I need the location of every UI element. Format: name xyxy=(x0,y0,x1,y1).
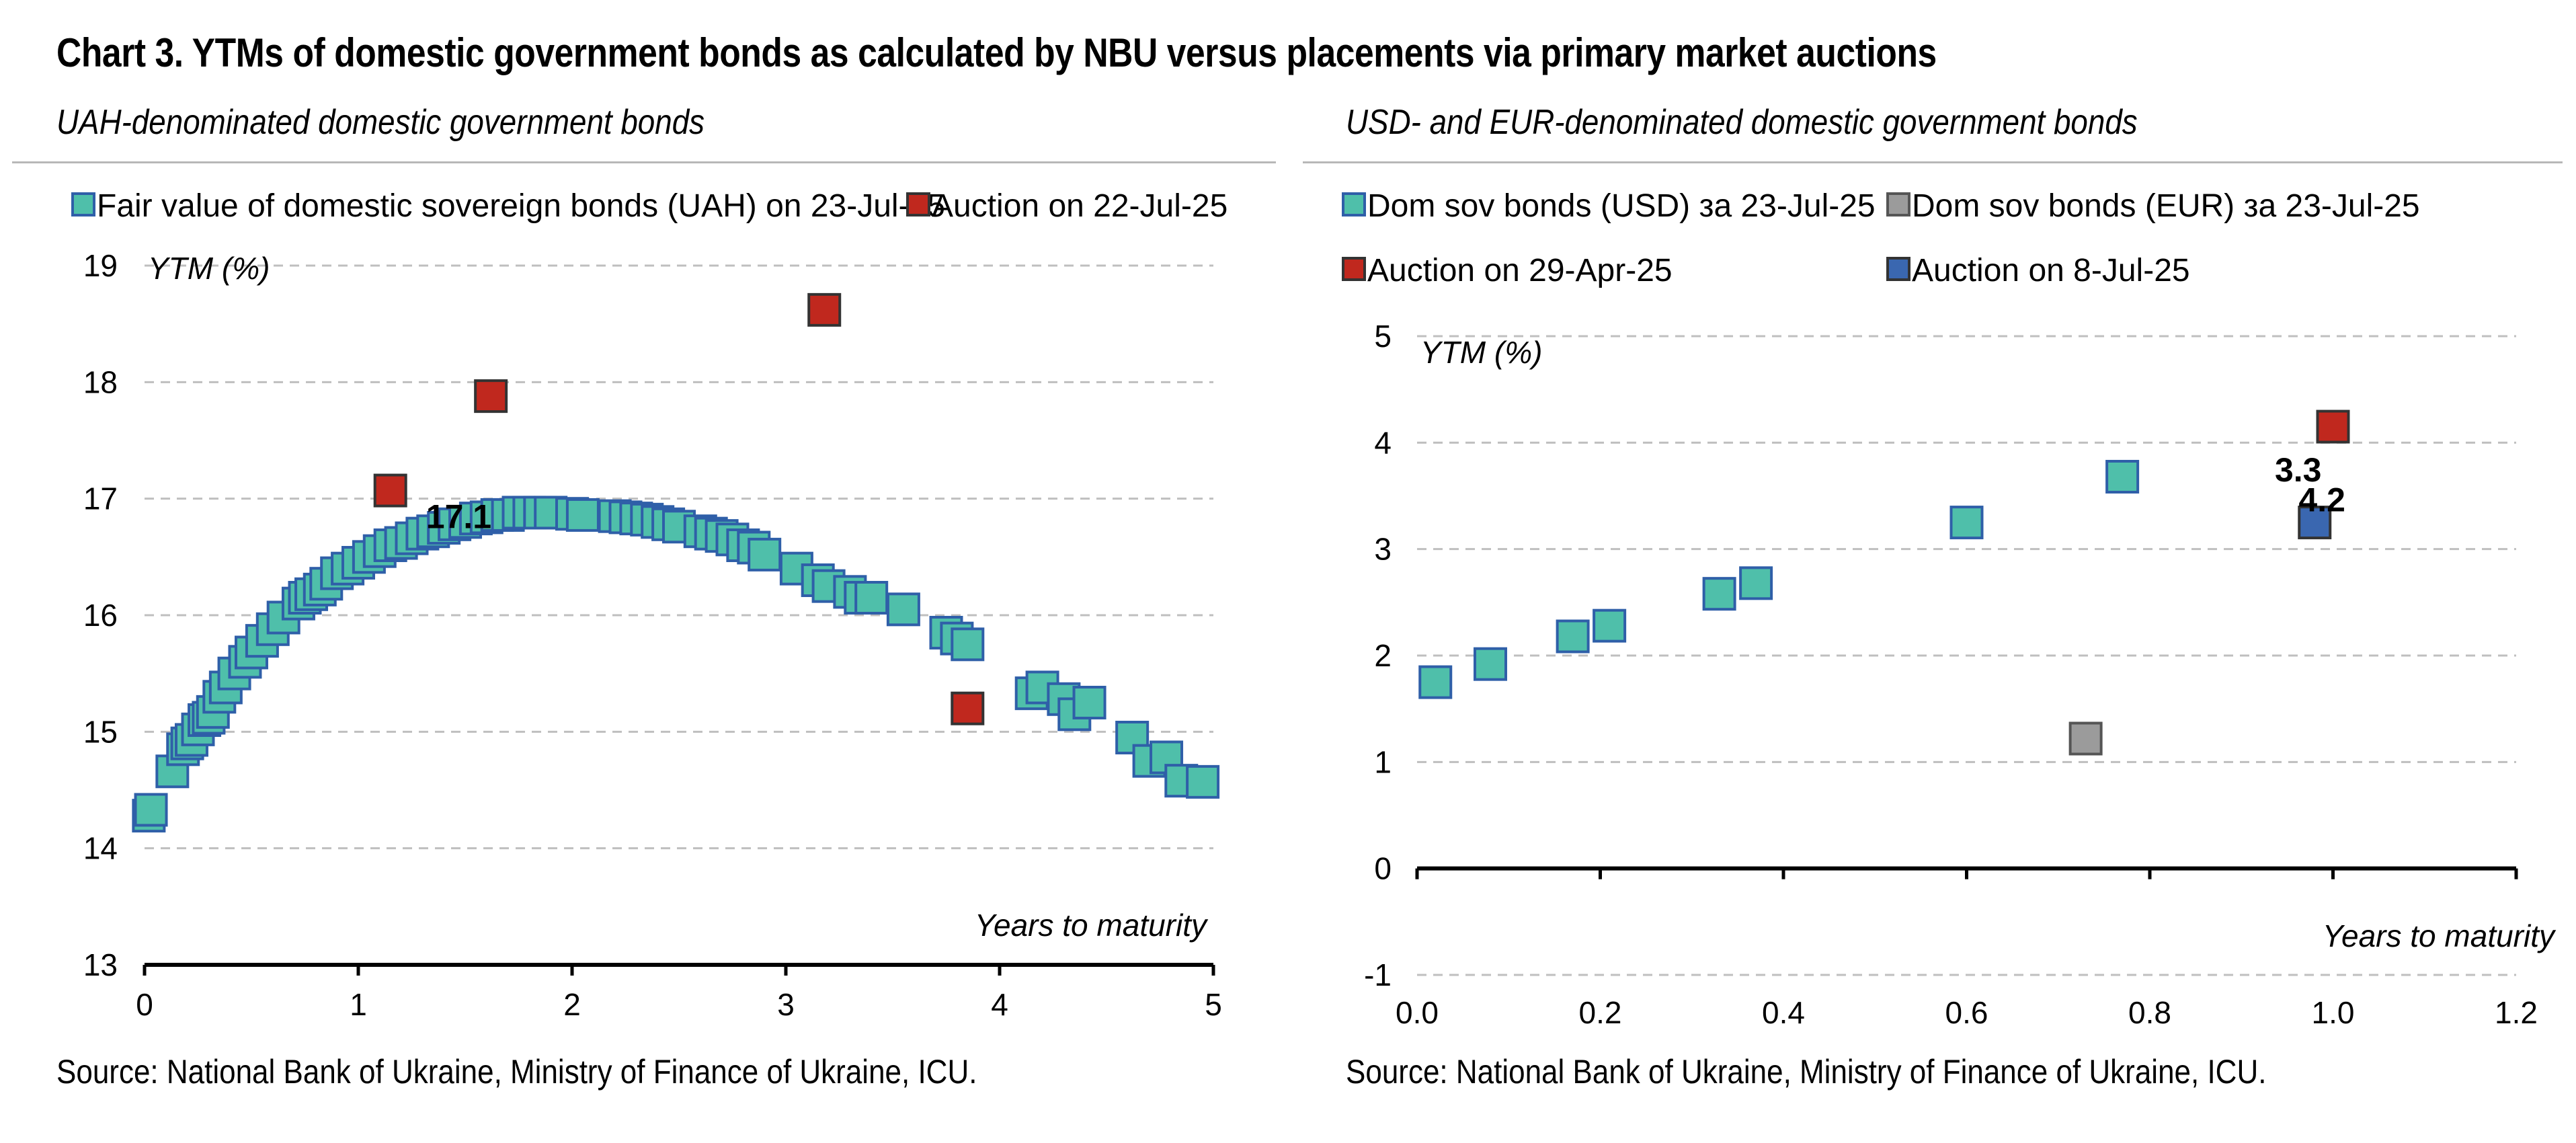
left-panel-subtitle: UAH-denominated domestic government bond… xyxy=(56,103,705,142)
uah-x-tick-label: 4 xyxy=(991,987,1008,1022)
fx-y-axis-title: YTM (%) xyxy=(1420,335,1542,370)
right-panel-rule xyxy=(1303,161,2563,163)
fx-x-tick-label: 0.8 xyxy=(2128,995,2171,1030)
uah-y-tick-label: 13 xyxy=(83,947,118,982)
uah-point-teal xyxy=(748,537,782,572)
uah-x-tick-label: 1 xyxy=(350,987,367,1022)
fx-x-tick-label: 0.0 xyxy=(1396,995,1439,1030)
fx-x-tick-label: 0.2 xyxy=(1579,995,1622,1030)
uah-point-red xyxy=(373,473,407,508)
uah-point-red xyxy=(951,691,985,725)
fx-legend-label: Auction on 29-Apr-25 xyxy=(1367,253,1673,288)
uah-point-teal xyxy=(951,627,985,662)
uah-y-tick-label: 19 xyxy=(83,248,118,283)
fx-point-teal xyxy=(2105,460,2140,494)
uah-legend-swatch xyxy=(906,192,930,216)
fx-y-tick-label: -1 xyxy=(1364,957,1392,992)
uah-point-red xyxy=(474,379,508,413)
uah-y-tick-label: 17 xyxy=(83,481,118,516)
fx-y-tick-label: 4 xyxy=(1374,425,1392,460)
fx-point-teal xyxy=(1418,665,1453,699)
fx-y-tick-label: 0 xyxy=(1374,851,1392,886)
left-panel-rule xyxy=(12,161,1276,163)
fx-point-blue xyxy=(2298,506,2332,540)
fx-y-tick-label: 1 xyxy=(1374,744,1392,779)
fx-point-grey xyxy=(2068,721,2103,756)
uah-y-axis-title: YTM (%) xyxy=(148,251,270,286)
fx-point-teal xyxy=(1702,577,1736,611)
uah-point-teal xyxy=(155,754,190,789)
uah-point-teal xyxy=(1186,764,1220,799)
uah-point-red xyxy=(807,292,842,327)
uah-x-tick-label: 5 xyxy=(1205,987,1222,1022)
fx-x-tick-label: 1.2 xyxy=(2495,995,2538,1030)
fx-point-teal xyxy=(1739,566,1773,600)
right-source-note: Source: National Bank of Ukraine, Minist… xyxy=(1346,1053,2267,1091)
fx-legend-swatch xyxy=(1886,192,1910,216)
uah-x-tick-label: 0 xyxy=(136,987,153,1022)
fx-legend-swatch xyxy=(1886,257,1910,281)
fx-data-label: 4.2 xyxy=(2298,481,2345,518)
fx-point-teal xyxy=(1556,619,1590,654)
fx-y-tick-label: 2 xyxy=(1374,638,1392,673)
fx-x-tick-label: 0.4 xyxy=(1762,995,1805,1030)
uah-x-axis-title: Years to maturity xyxy=(975,908,1209,943)
left-source-note: Source: National Bank of Ukraine, Minist… xyxy=(56,1053,977,1091)
uah-point-teal xyxy=(886,592,920,627)
fx-point-red xyxy=(2316,409,2350,444)
fx-point-teal xyxy=(1593,608,1627,643)
fx-legend-label: Auction on 8-Jul-25 xyxy=(1912,253,2190,288)
fx-point-teal xyxy=(1949,506,1984,540)
fx-point-teal xyxy=(1474,647,1507,681)
fx-x-tick-label: 1.0 xyxy=(2312,995,2355,1030)
uah-point-teal xyxy=(565,498,600,532)
uah-x-tick-label: 3 xyxy=(777,987,795,1022)
uah-legend-label: Auction on 22-Jul-25 xyxy=(932,188,1227,224)
fx-x-tick-label: 0.6 xyxy=(1945,995,1988,1030)
fx-legend-label: Dom sov bonds (EUR) за 23-Jul-25 xyxy=(1912,188,2420,224)
fx-x-axis-title: Years to maturity xyxy=(2323,918,2557,953)
uah-y-tick-label: 14 xyxy=(83,831,118,866)
uah-y-tick-label: 18 xyxy=(83,364,118,399)
page-title: Chart 3. YTMs of domestic government bon… xyxy=(56,30,1937,75)
uah-legend-label: Fair value of domestic sovereign bonds (… xyxy=(97,188,945,224)
uah-y-tick-label: 16 xyxy=(83,598,118,633)
fx-data-label: 3.3 xyxy=(2275,451,2322,489)
right-panel-subtitle: USD- and EUR-denominated domestic govern… xyxy=(1346,103,2138,142)
uah-data-label: 17.1 xyxy=(426,498,491,536)
uah-x-tick-label: 2 xyxy=(563,987,581,1022)
uah-point-teal xyxy=(1072,686,1106,719)
fx-y-tick-label: 5 xyxy=(1374,319,1392,354)
fx-legend-swatch xyxy=(1342,257,1366,281)
uah-y-tick-label: 15 xyxy=(83,714,118,749)
uah-point-teal xyxy=(134,793,168,827)
fx-legend-label: Dom sov bonds (USD) за 23-Jul-25 xyxy=(1367,188,1876,224)
fx-legend-swatch xyxy=(1342,192,1366,216)
fx-y-tick-label: 3 xyxy=(1374,532,1392,567)
uah-legend-swatch xyxy=(71,192,95,216)
uah-point-teal xyxy=(854,581,889,615)
